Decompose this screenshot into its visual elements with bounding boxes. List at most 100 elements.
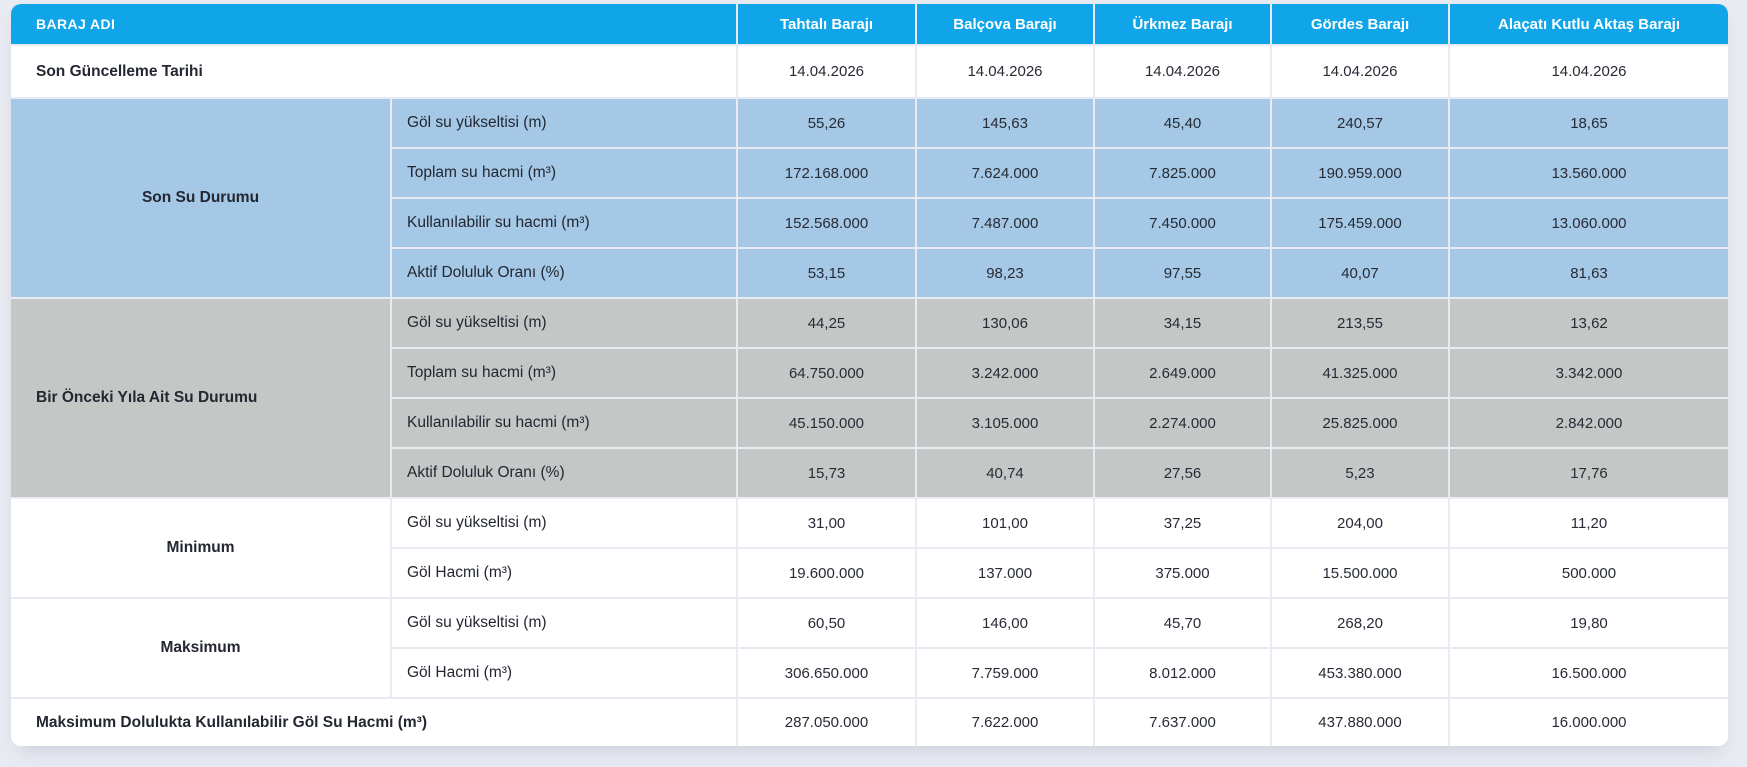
value-cell: 53,15	[736, 247, 915, 297]
value-cell: 175.459.000	[1270, 197, 1448, 247]
value-cell: 37,25	[1093, 497, 1270, 547]
metric-label-cell: Aktif Doluluk Oranı (%)	[390, 447, 736, 497]
dam-header-cell-0: Tahtalı Barajı	[736, 4, 915, 44]
value-cell: 7.825.000	[1093, 147, 1270, 197]
value-cell: 7.624.000	[915, 147, 1093, 197]
value-cell: 25.825.000	[1270, 397, 1448, 447]
table-row: Toplam su hacmi (m³) 64.750.000 3.242.000 2…	[11, 347, 1728, 397]
section-label-cell: Bir Önceki Yıla Ait Su Durumu	[11, 297, 390, 497]
dam-header-cell-4: Alaçatı Kutlu Aktaş Barajı	[1448, 4, 1728, 44]
value-cell: 306.650.000	[736, 647, 915, 697]
dam-header-cell-1: Balçova Barajı	[915, 4, 1093, 44]
section-label-cell: Son Su Durumu	[11, 97, 390, 297]
section-label-cell: Minimum	[11, 497, 390, 597]
max-usable-volume-value-cell: 437.880.000	[1270, 697, 1448, 746]
value-cell: 13,62	[1448, 297, 1728, 347]
value-cell: 60,50	[736, 597, 915, 647]
last-update-row: Son Güncelleme Tarihi 14.04.2026 14.04.202…	[11, 44, 1728, 97]
value-cell: 101,00	[915, 497, 1093, 547]
table-row: Kullanılabilir su hacmi (m³) 45.150.000 3.…	[11, 397, 1728, 447]
value-cell: 18,65	[1448, 97, 1728, 147]
value-cell: 375.000	[1093, 547, 1270, 597]
value-cell: 55,26	[736, 97, 915, 147]
metric-label-cell: Kullanılabilir su hacmi (m³)	[390, 197, 736, 247]
value-cell: 453.380.000	[1270, 647, 1448, 697]
value-cell: 7.450.000	[1093, 197, 1270, 247]
last-update-value-cell: 14.04.2026	[1270, 44, 1448, 97]
metric-label-cell: Toplam su hacmi (m³)	[390, 347, 736, 397]
value-cell: 98,23	[915, 247, 1093, 297]
table-row: Göl Hacmi (m³) 19.600.000 137.000 375.000 15…	[11, 547, 1728, 597]
value-cell: 45,40	[1093, 97, 1270, 147]
last-update-label-cell: Son Güncelleme Tarihi	[11, 44, 736, 97]
table-row: Minimum Göl su yükseltisi (m) 31,00 101,00 3…	[11, 497, 1728, 597]
value-cell: 240,57	[1270, 97, 1448, 147]
value-cell: 268,20	[1270, 597, 1448, 647]
metric-label-cell: Göl Hacmi (m³)	[390, 647, 736, 697]
dam-header-cell-2: Ürkmez Barajı	[1093, 4, 1270, 44]
value-cell: 34,15	[1093, 297, 1270, 347]
value-cell: 15,73	[736, 447, 915, 497]
last-update-value-cell: 14.04.2026	[736, 44, 915, 97]
value-cell: 45,70	[1093, 597, 1270, 647]
metric-label-cell: Aktif Doluluk Oranı (%)	[390, 247, 736, 297]
value-cell: 31,00	[736, 497, 915, 547]
dam-status-table-container: BARAJ ADI Tahtalı Barajı Balçova Barajı Ür…	[11, 4, 1728, 746]
value-cell: 7.759.000	[915, 647, 1093, 697]
max-usable-volume-label-cell: Maksimum Dolulukta Kullanılabilir Göl Su…	[11, 697, 736, 746]
table-row: Son Su Durumu Göl su yükseltisi (m) 55,26 1…	[11, 97, 1728, 297]
value-cell: 16.500.000	[1448, 647, 1728, 697]
table-row: Aktif Doluluk Oranı (%) 53,15 98,23 97,55 40…	[11, 247, 1728, 297]
value-cell: 2.274.000	[1093, 397, 1270, 447]
value-cell: 3.342.000	[1448, 347, 1728, 397]
value-cell: 3.242.000	[915, 347, 1093, 397]
value-cell: 64.750.000	[736, 347, 915, 397]
value-cell: 8.012.000	[1093, 647, 1270, 697]
value-cell: 11,20	[1448, 497, 1728, 547]
value-cell: 40,74	[915, 447, 1093, 497]
value-cell: 13.060.000	[1448, 197, 1728, 247]
last-update-value-cell: 14.04.2026	[1448, 44, 1728, 97]
table-row: Aktif Doluluk Oranı (%) 15,73 40,74 27,56 5,…	[11, 447, 1728, 497]
value-cell: 130,06	[915, 297, 1093, 347]
max-usable-volume-value-cell: 7.637.000	[1093, 697, 1270, 746]
value-cell: 2.842.000	[1448, 397, 1728, 447]
table-header-row: BARAJ ADI Tahtalı Barajı Balçova Barajı Ür…	[11, 4, 1728, 44]
table-row: Göl Hacmi (m³) 306.650.000 7.759.000 8.012.…	[11, 647, 1728, 697]
metric-label-cell: Göl su yükseltisi (m)	[390, 97, 736, 147]
value-cell: 204,00	[1270, 497, 1448, 547]
value-cell: 44,25	[736, 297, 915, 347]
value-cell: 17,76	[1448, 447, 1728, 497]
value-cell: 2.649.000	[1093, 347, 1270, 397]
dam-header-cell-3: Gördes Barajı	[1270, 4, 1448, 44]
value-cell: 97,55	[1093, 247, 1270, 297]
value-cell: 19.600.000	[736, 547, 915, 597]
value-cell: 213,55	[1270, 297, 1448, 347]
value-cell: 145,63	[915, 97, 1093, 147]
value-cell: 27,56	[1093, 447, 1270, 497]
value-cell: 146,00	[915, 597, 1093, 647]
max-usable-volume-value-cell: 7.622.000	[915, 697, 1093, 746]
value-cell: 15.500.000	[1270, 547, 1448, 597]
value-cell: 500.000	[1448, 547, 1728, 597]
value-cell: 152.568.000	[736, 197, 915, 247]
table-row: Maksimum Göl su yükseltisi (m) 60,50 146,00…	[11, 597, 1728, 697]
metric-label-cell: Göl Hacmi (m³)	[390, 547, 736, 597]
table-row: Kullanılabilir su hacmi (m³) 152.568.000 7…	[11, 197, 1728, 247]
value-cell: 172.168.000	[736, 147, 915, 197]
value-cell: 3.105.000	[915, 397, 1093, 447]
value-cell: 7.487.000	[915, 197, 1093, 247]
max-usable-volume-value-cell: 287.050.000	[736, 697, 915, 746]
value-cell: 13.560.000	[1448, 147, 1728, 197]
value-cell: 5,23	[1270, 447, 1448, 497]
table-row: Toplam su hacmi (m³) 172.168.000 7.624.000…	[11, 147, 1728, 197]
value-cell: 40,07	[1270, 247, 1448, 297]
last-update-value-cell: 14.04.2026	[915, 44, 1093, 97]
baraj-adi-header-cell: BARAJ ADI	[11, 4, 736, 44]
max-usable-volume-row: Maksimum Dolulukta Kullanılabilir Göl Su…	[11, 697, 1728, 746]
dam-status-table: BARAJ ADI Tahtalı Barajı Balçova Barajı Ür…	[11, 4, 1728, 746]
metric-label-cell: Göl su yükseltisi (m)	[390, 597, 736, 647]
metric-label-cell: Kullanılabilir su hacmi (m³)	[390, 397, 736, 447]
metric-label-cell: Göl su yükseltisi (m)	[390, 497, 736, 547]
metric-label-cell: Göl su yükseltisi (m)	[390, 297, 736, 347]
